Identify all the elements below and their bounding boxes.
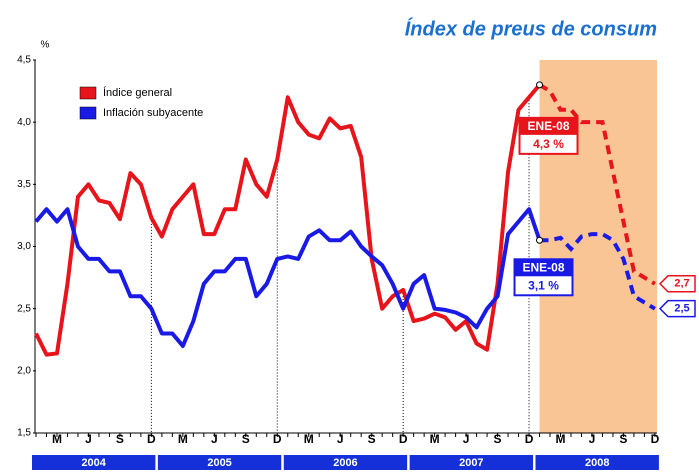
callout-label: 3,1 % <box>528 278 559 292</box>
end-tag <box>658 275 696 293</box>
forecast-line <box>539 232 656 311</box>
year-label: 2004 <box>81 457 106 469</box>
callout-head <box>519 117 578 135</box>
forecast-line <box>538 83 656 286</box>
end-tag <box>658 299 696 318</box>
year-bar <box>283 455 408 470</box>
forecast-band <box>539 60 657 433</box>
year-bar <box>32 455 156 470</box>
legend-swatch <box>79 86 97 100</box>
x-tick-label: D <box>399 432 408 446</box>
x-tick-label: D <box>147 432 156 446</box>
callout-label: 4,3 % <box>533 137 564 151</box>
series-line <box>34 207 542 348</box>
x-tick-label: M <box>556 432 566 446</box>
x-tick-label: M <box>178 432 188 446</box>
end-value-label: 2,7 <box>674 278 689 290</box>
chart-title: Índex de preus de consum <box>405 17 657 40</box>
y-unit: % <box>41 40 50 51</box>
y-tick-label: 3,0 <box>17 241 31 252</box>
series-line <box>34 83 542 357</box>
year-label: 2007 <box>459 457 483 469</box>
legend-label: Índice general <box>103 86 172 99</box>
x-tick-label: D <box>651 432 660 446</box>
point-marker <box>536 81 544 89</box>
x-tick-label: M <box>52 432 62 446</box>
year-label: 2005 <box>207 457 231 469</box>
x-tick-label: S <box>619 432 627 446</box>
y-tick-label: 3,5 <box>17 179 31 190</box>
x-tick-label: J <box>211 432 218 446</box>
x-tick-label: M <box>304 432 314 446</box>
legend-label: Inflación subyacente <box>103 107 203 119</box>
year-label: 2006 <box>333 457 357 469</box>
x-tick-label: S <box>116 432 124 446</box>
legend-swatch <box>79 106 97 120</box>
x-tick-label: J <box>589 432 596 446</box>
point-marker <box>536 236 544 244</box>
year-bar <box>157 455 282 470</box>
end-value-label: 2,5 <box>674 303 689 315</box>
callout-head <box>514 259 573 277</box>
x-tick-label: S <box>368 432 376 446</box>
x-tick-label: S <box>494 432 502 446</box>
x-tick-label: D <box>273 432 282 446</box>
y-tick-label: 1,5 <box>17 428 31 439</box>
callout-title: ENE-08 <box>523 260 565 274</box>
callout-title: ENE-08 <box>528 119 570 133</box>
x-tick-label: J <box>337 432 344 446</box>
x-tick-label: M <box>430 432 440 446</box>
x-tick-label: J <box>463 432 470 446</box>
year-label: 2008 <box>585 457 609 469</box>
y-tick-label: 2,5 <box>17 303 31 314</box>
x-tick-label: J <box>85 432 92 446</box>
year-bar <box>535 455 659 470</box>
x-tick-label: D <box>525 432 534 446</box>
y-tick-label: 2,0 <box>17 365 31 376</box>
y-tick-label: 4,0 <box>17 117 31 128</box>
y-tick-label: 4,5 <box>17 55 31 66</box>
x-tick-label: S <box>242 432 250 446</box>
year-bar <box>409 455 534 470</box>
